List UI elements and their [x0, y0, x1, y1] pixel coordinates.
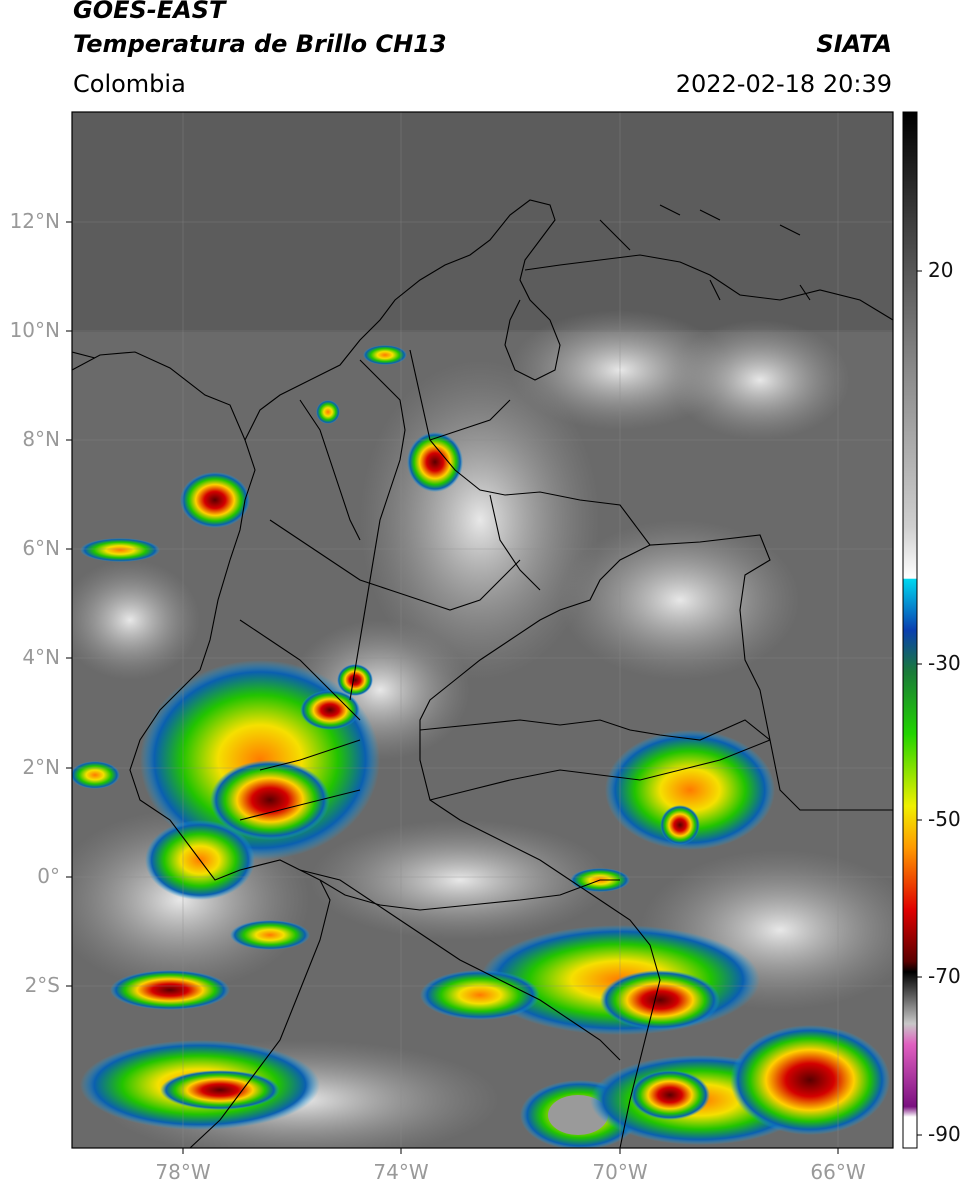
map-frame — [71, 111, 894, 1149]
storm-cell — [363, 345, 407, 365]
lat-tick-label: 2°S — [24, 973, 60, 997]
lat-tick-label: 8°N — [22, 427, 60, 451]
colorbar-tick-label: -50 — [928, 807, 961, 831]
lon-tick-label: 78°W — [155, 1160, 211, 1184]
colorbar — [902, 111, 918, 1149]
storm-cell — [180, 472, 250, 528]
lat-tick-label: 10°N — [9, 318, 60, 342]
lat-tick-label: 6°N — [22, 536, 60, 560]
lon-tick-label: 66°W — [810, 1160, 866, 1184]
storm-cell — [337, 664, 373, 696]
storm-cell — [72, 761, 120, 789]
region-label: Colombia — [73, 70, 186, 98]
lon-tick-label: 70°W — [592, 1160, 648, 1184]
colorbar-tick-label: -30 — [928, 651, 961, 675]
storm-cell — [160, 1070, 280, 1110]
storm-cell — [630, 1070, 710, 1120]
axis-ticks — [66, 221, 839, 1154]
storm-cell — [316, 400, 340, 424]
storm-cell — [230, 920, 310, 950]
colorbar-tick-label: 20 — [928, 258, 954, 282]
storm-cell — [420, 970, 540, 1020]
storm-cell — [110, 970, 230, 1010]
storm-cell — [660, 805, 700, 845]
satellite-name: GOES-EAST — [73, 0, 226, 24]
storm-cell — [730, 1025, 890, 1135]
lat-tick-label: 0° — [37, 864, 60, 888]
lon-tick-label: 74°W — [373, 1160, 429, 1184]
storm-cell — [80, 538, 160, 562]
storm-cell — [300, 690, 360, 730]
storm-cell — [605, 730, 775, 850]
lat-tick-label: 2°N — [22, 755, 60, 779]
colorbar-tick-label: -70 — [928, 964, 961, 988]
graticule — [72, 112, 893, 1148]
timestamp-label: 2022-02-18 20:39 — [675, 70, 892, 98]
storm-cell — [600, 970, 720, 1030]
colorbar-ticks — [917, 270, 922, 1136]
colorbar-tick-label: -90 — [928, 1122, 961, 1146]
borders — [72, 199, 893, 1148]
storm-cell — [407, 432, 463, 492]
product-title: Temperatura de Brillo CH13 — [73, 30, 447, 58]
lat-tick-label: 12°N — [9, 209, 60, 233]
organization-label: SIATA — [816, 30, 892, 58]
lat-tick-label: 4°N — [22, 645, 60, 669]
